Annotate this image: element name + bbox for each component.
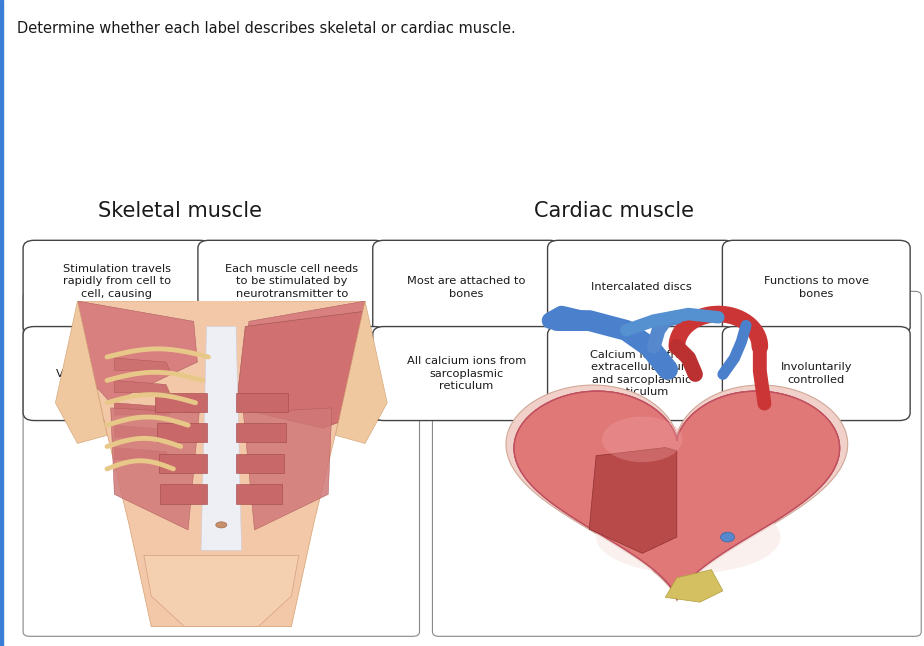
Text: Cardiac muscle: Cardiac muscle: [534, 201, 695, 221]
Polygon shape: [55, 301, 107, 443]
Polygon shape: [78, 301, 198, 403]
Polygon shape: [676, 404, 815, 581]
FancyBboxPatch shape: [723, 326, 910, 421]
Polygon shape: [236, 393, 287, 412]
Polygon shape: [115, 425, 170, 437]
Polygon shape: [111, 408, 200, 530]
Polygon shape: [155, 393, 207, 412]
Text: Determine whether each label describes skeletal or cardiac muscle.: Determine whether each label describes s…: [17, 21, 516, 36]
Polygon shape: [115, 448, 170, 460]
Polygon shape: [590, 448, 676, 554]
FancyBboxPatch shape: [23, 291, 419, 636]
Polygon shape: [157, 423, 207, 443]
FancyBboxPatch shape: [372, 326, 561, 421]
Polygon shape: [161, 484, 207, 503]
Polygon shape: [335, 301, 387, 443]
Polygon shape: [245, 301, 365, 403]
Text: Skeletal muscle: Skeletal muscle: [98, 201, 262, 221]
Polygon shape: [236, 453, 284, 473]
Polygon shape: [115, 380, 170, 393]
Polygon shape: [236, 484, 282, 503]
FancyBboxPatch shape: [432, 291, 921, 636]
Polygon shape: [514, 391, 840, 599]
Ellipse shape: [596, 501, 781, 574]
Text: Functions to move
bones: Functions to move bones: [764, 276, 869, 298]
Polygon shape: [236, 423, 286, 443]
Polygon shape: [194, 301, 249, 342]
Polygon shape: [115, 403, 170, 415]
Text: Stimulation travels
rapidly from cell to
cell, causing
contraction: Stimulation travels rapidly from cell to…: [63, 264, 171, 311]
Ellipse shape: [602, 417, 683, 462]
Polygon shape: [506, 385, 847, 601]
Polygon shape: [159, 453, 207, 473]
Polygon shape: [144, 556, 298, 627]
Polygon shape: [514, 391, 840, 599]
Ellipse shape: [684, 448, 772, 538]
Text: Calcium ions from
extracellular fluid
and sarcoplasmic
reticulum: Calcium ions from extracellular fluid an…: [590, 350, 693, 397]
Text: Voluntarily controlled: Voluntarily controlled: [56, 369, 178, 379]
Text: Intercalated discs: Intercalated discs: [591, 282, 692, 292]
FancyBboxPatch shape: [198, 240, 385, 335]
Text: Functions to pump
blood: Functions to pump blood: [238, 362, 345, 385]
Polygon shape: [78, 301, 365, 627]
Bar: [0, 0, 3, 646]
FancyBboxPatch shape: [548, 326, 736, 421]
Polygon shape: [590, 448, 676, 554]
Polygon shape: [514, 391, 840, 599]
Polygon shape: [688, 444, 718, 548]
FancyBboxPatch shape: [198, 326, 385, 421]
Text: Involuntarily
controlled: Involuntarily controlled: [781, 362, 852, 385]
FancyBboxPatch shape: [23, 240, 211, 335]
Text: Most are attached to
bones: Most are attached to bones: [407, 276, 526, 298]
FancyBboxPatch shape: [372, 240, 561, 335]
FancyBboxPatch shape: [548, 240, 736, 335]
FancyBboxPatch shape: [723, 240, 910, 335]
Polygon shape: [236, 311, 365, 428]
Text: Each muscle cell needs
to be stimulated by
neurotransmitter to
contract: Each muscle cell needs to be stimulated …: [225, 264, 359, 311]
Text: All calcium ions from
sarcoplasmic
reticulum: All calcium ions from sarcoplasmic retic…: [407, 356, 527, 391]
Ellipse shape: [216, 522, 226, 528]
Polygon shape: [665, 570, 723, 602]
Polygon shape: [243, 408, 332, 530]
FancyBboxPatch shape: [23, 326, 211, 421]
Polygon shape: [201, 326, 241, 550]
Polygon shape: [115, 358, 170, 370]
Ellipse shape: [721, 532, 735, 542]
